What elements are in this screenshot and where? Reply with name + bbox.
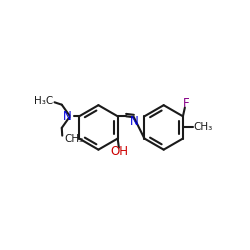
Text: N: N bbox=[130, 115, 138, 128]
Text: H₃C: H₃C bbox=[34, 96, 53, 106]
Text: N: N bbox=[63, 110, 72, 123]
Text: CH₃: CH₃ bbox=[194, 122, 213, 132]
Text: CH₃: CH₃ bbox=[65, 134, 84, 143]
Text: OH: OH bbox=[110, 145, 128, 158]
Text: F: F bbox=[183, 97, 190, 110]
